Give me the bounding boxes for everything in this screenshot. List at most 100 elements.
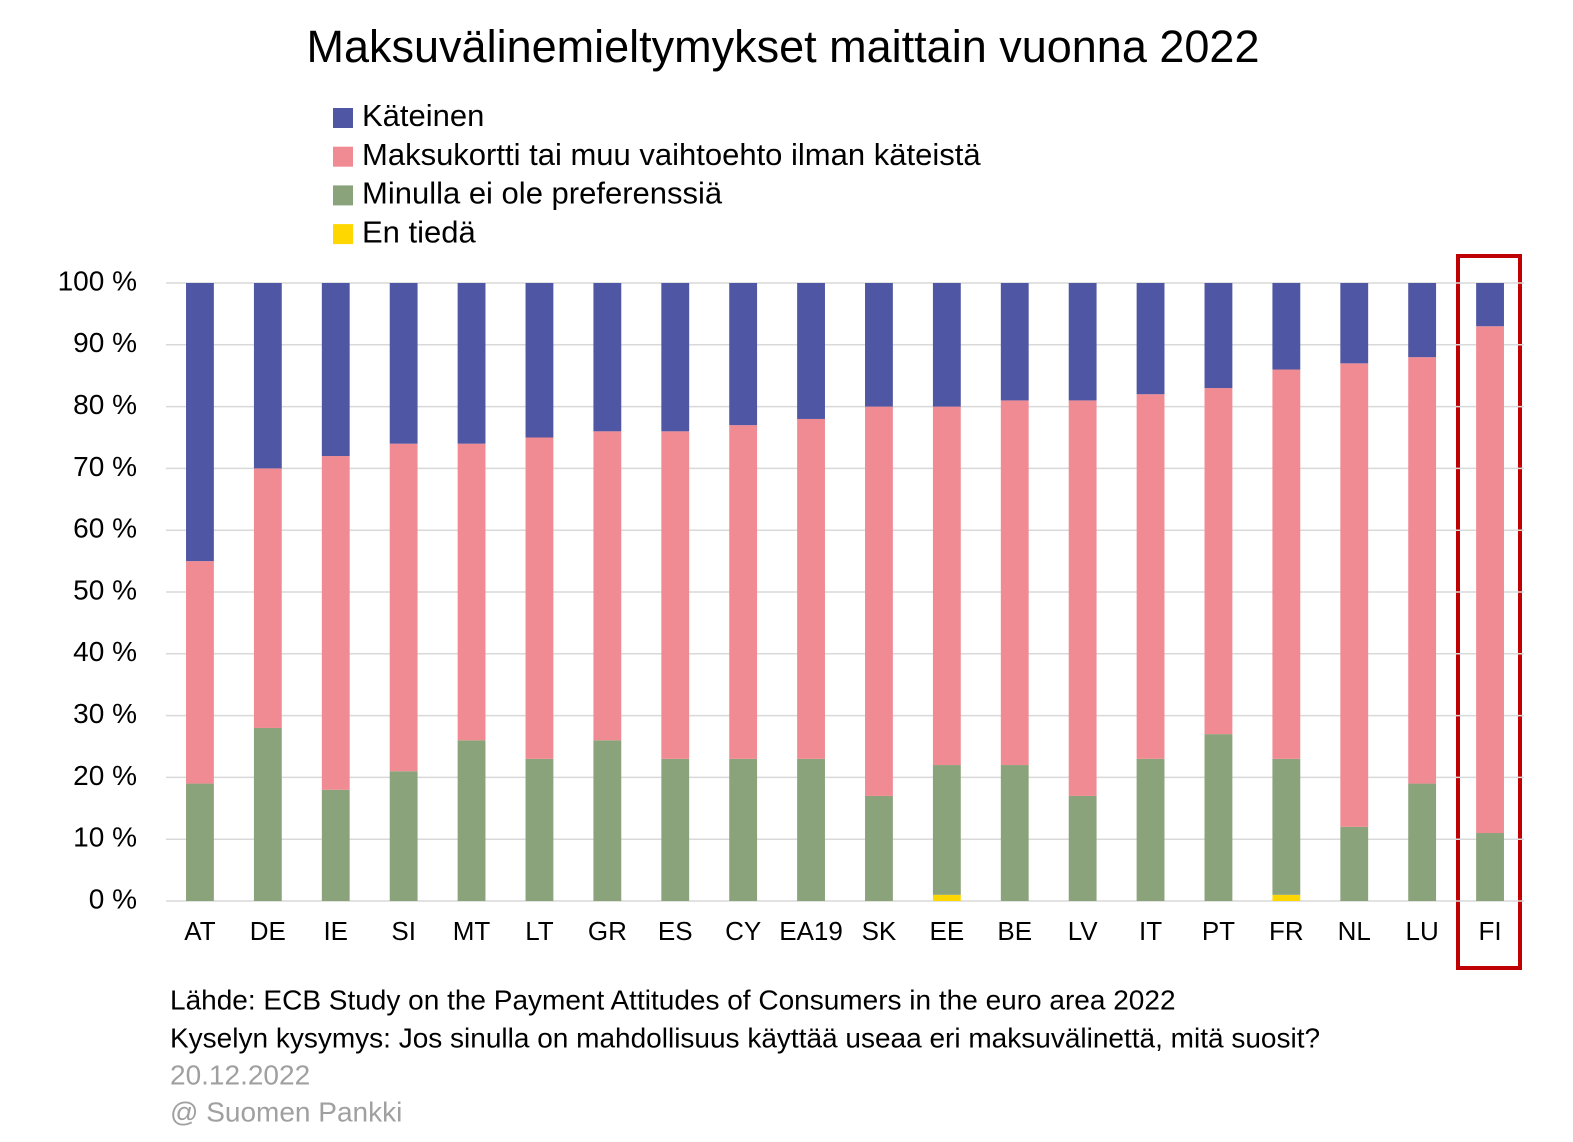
bar-segment [593, 283, 622, 432]
bar-segment [457, 740, 486, 901]
x-tick-label: NL [1338, 916, 1371, 946]
bar-segment [1340, 363, 1369, 827]
x-tick-label: IT [1139, 916, 1162, 946]
bar-segment [1000, 765, 1029, 901]
bar-segment [661, 758, 690, 901]
y-tick-label: 30 % [73, 698, 137, 729]
bar-segment [389, 283, 418, 444]
x-tick-label: FR [1269, 916, 1304, 946]
highlight-box [1456, 254, 1522, 970]
x-tick-label: SI [391, 916, 416, 946]
x-tick-label: LU [1406, 916, 1439, 946]
x-tick-label: ES [658, 916, 693, 946]
y-tick-label: 0 % [89, 883, 137, 914]
bar-segment [253, 283, 282, 469]
bar-segment [1408, 783, 1437, 901]
bar-segment [1476, 326, 1504, 834]
bar-segment [661, 283, 690, 432]
bar-segment [1136, 283, 1165, 395]
bar-segment [1000, 400, 1029, 766]
bar-segment [661, 431, 690, 759]
x-tick-label: EE [930, 916, 965, 946]
bar-segment [253, 727, 282, 901]
bar-segment [932, 406, 961, 766]
y-tick-label: 50 % [73, 574, 137, 605]
x-tick-label: AT [184, 916, 215, 946]
bar-segment [1340, 826, 1369, 901]
bar-segment [1204, 734, 1233, 901]
bar-segment [1476, 833, 1504, 901]
bar-segment [321, 456, 350, 790]
bar-segment [932, 894, 961, 901]
bar-segment [457, 283, 486, 444]
bar-segment [865, 406, 893, 796]
legend-swatch [333, 224, 353, 245]
bar-segment [1068, 795, 1097, 901]
bar-segment [1136, 758, 1165, 901]
bar-segment [593, 431, 622, 741]
bar-segment [729, 425, 758, 759]
bar-segment [525, 437, 554, 759]
bar-segment [797, 418, 825, 759]
bar-segment [389, 771, 418, 901]
y-tick-label: 100 % [58, 265, 137, 296]
legend-swatch [333, 108, 353, 128]
y-tick-label: 10 % [73, 822, 137, 853]
x-tick-label: MT [453, 916, 491, 946]
x-tick-label: BE [997, 916, 1032, 946]
x-tick-label: GR [588, 916, 627, 946]
legend-label: Käteinen [362, 98, 484, 133]
x-tick-label: DE [250, 916, 286, 946]
bar-segment [1408, 357, 1437, 784]
x-tick-label: FI [1478, 916, 1501, 946]
legend-label: Minulla ei ole preferenssiä [362, 176, 723, 211]
bar-segment [932, 283, 961, 407]
x-tick-label: LV [1068, 916, 1099, 946]
legend-label: Maksukortti tai muu vaihtoehto ilman kät… [362, 137, 981, 172]
x-tick-label: SK [862, 916, 897, 946]
bar-segment [186, 783, 214, 901]
x-tick-label: PT [1202, 916, 1235, 946]
y-tick-label: 60 % [73, 513, 137, 544]
bar-segment [321, 283, 350, 457]
bar-segment [1340, 283, 1369, 364]
bar-segment [457, 443, 486, 741]
bar-segment [1068, 400, 1097, 796]
credit-note: @ Suomen Pankki [170, 1096, 402, 1127]
y-tick-label: 70 % [73, 451, 137, 482]
legend-swatch [333, 185, 353, 206]
y-tick-label: 20 % [73, 760, 137, 791]
bar-segment [389, 443, 418, 772]
bar-segment [729, 283, 758, 426]
x-tick-label: CY [725, 916, 761, 946]
chart-title: Maksuvälinemieltymykset maittain vuonna … [307, 21, 1260, 72]
bar-segment [525, 758, 554, 901]
bar-segment [1272, 894, 1301, 901]
bar-segment [186, 561, 214, 784]
bar-segment [593, 740, 622, 901]
x-tick-label: EA19 [779, 916, 843, 946]
bar-segment [1068, 283, 1097, 401]
bar-segment [1408, 283, 1437, 358]
bar-segment [253, 468, 282, 728]
y-tick-label: 80 % [73, 389, 137, 420]
bar-segment [1204, 388, 1233, 735]
bar-segment [186, 283, 214, 562]
source-note: Lähde: ECB Study on the Payment Attitude… [170, 984, 1176, 1015]
bar-segment [865, 283, 893, 407]
bar-segment [1272, 758, 1301, 895]
legend-swatch [333, 146, 353, 167]
bar-segment [1136, 394, 1165, 759]
bar-segment [1204, 283, 1233, 389]
y-tick-label: 90 % [73, 327, 137, 358]
bar-segment [1272, 283, 1301, 370]
legend-label: En tiedä [362, 214, 477, 249]
bar-segment [1476, 283, 1504, 327]
bar-segment [797, 758, 825, 901]
bar-segment [321, 789, 350, 901]
bar-segment [932, 765, 961, 895]
y-tick-label: 40 % [73, 636, 137, 667]
bar-segment [1272, 369, 1301, 759]
bar-segment [1000, 283, 1029, 401]
